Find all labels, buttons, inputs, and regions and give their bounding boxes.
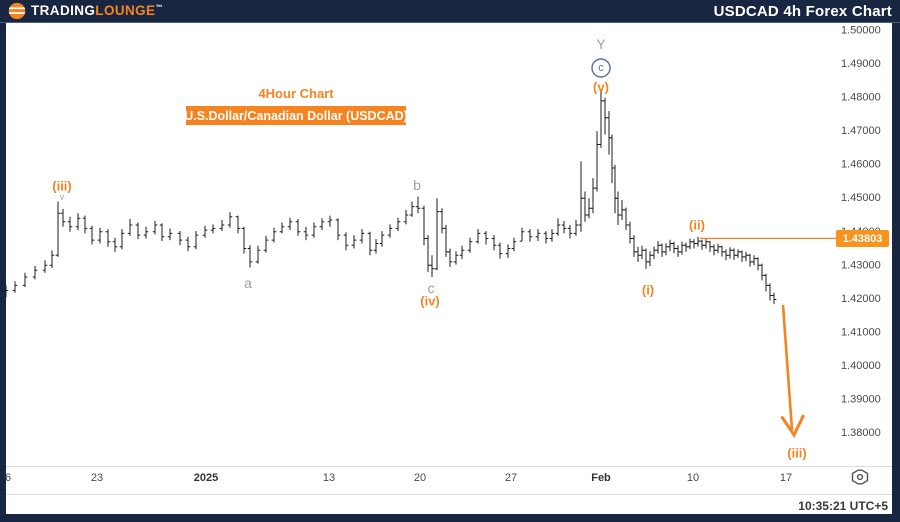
time-axis-divider	[6, 466, 892, 467]
brand-trademark: ™	[155, 4, 163, 12]
brand-text: TRADINGLOUNGE™	[31, 4, 163, 18]
status-row-divider	[6, 494, 892, 495]
tradinglounge-logo-icon	[8, 2, 26, 20]
settings-icon[interactable]	[851, 469, 869, 485]
chart-timeframe-title: 4Hour Chart	[258, 86, 334, 101]
frame-border-right	[892, 0, 900, 522]
chart-canvas[interactable]	[6, 22, 892, 514]
price-level-tag[interactable]: 1.43803	[836, 230, 889, 247]
instrument-banner: U.S.Dollar/Canadian Dollar (USDCAD)	[184, 106, 408, 125]
title-bar: TRADINGLOUNGE™ USDCAD 4h Forex Chart	[0, 0, 900, 23]
brand-lounge: LOUNGE	[95, 3, 156, 19]
frame-border-bottom	[0, 514, 900, 522]
brand-trading: TRADING	[31, 3, 96, 19]
brand-logo[interactable]: TRADINGLOUNGE™	[0, 2, 163, 20]
page-title: USDCAD 4h Forex Chart	[713, 2, 892, 20]
clock-utc-label: 10:35:21 UTC+5	[798, 499, 888, 513]
